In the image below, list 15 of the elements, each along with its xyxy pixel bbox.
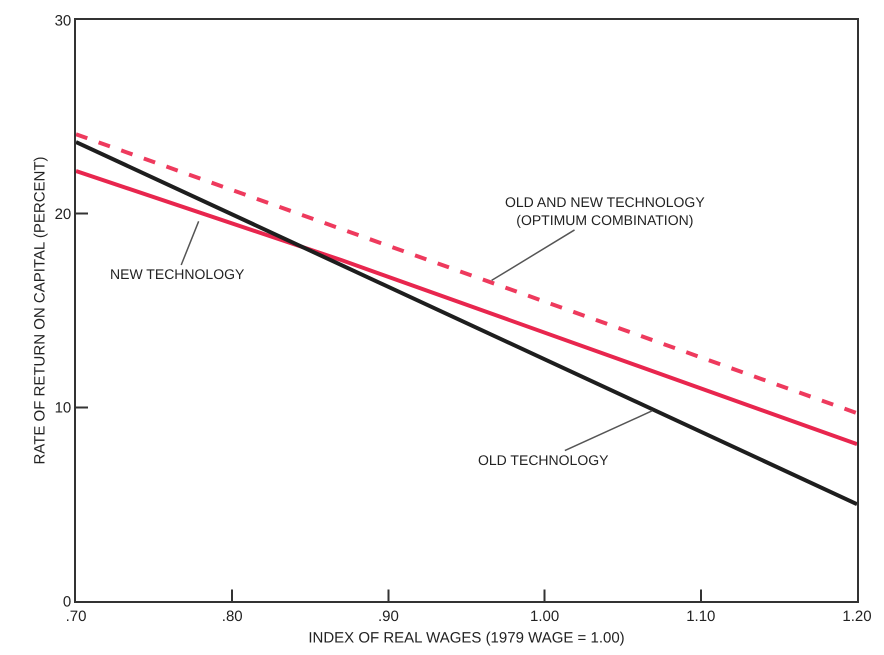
- y-tick-label: 20: [54, 206, 72, 223]
- annotation: NEW TECHNOLOGY: [110, 266, 245, 282]
- x-tick-label: .70: [66, 608, 86, 625]
- y-tick-label: 0: [62, 593, 72, 610]
- x-tick-label: .80: [222, 608, 243, 625]
- x-tick-label: 1.10: [686, 608, 716, 625]
- x-tick-label: 1.20: [842, 608, 872, 625]
- x-tick-label: 1.00: [530, 608, 560, 625]
- y-tick-label: 30: [54, 12, 72, 30]
- annotation: OLD AND NEW TECHNOLOGY (OPTIMUM COMBINATION): [505, 194, 706, 228]
- annotation: OLD TECHNOLOGY: [478, 452, 610, 468]
- y-axis-title: RATE OF RETURN ON CAPITAL (PERCENT): [31, 156, 48, 465]
- x-tick-label: .90: [378, 608, 399, 625]
- y-tick-label: 10: [54, 400, 72, 417]
- x-axis-title: INDEX OF REAL WAGES (1979 WAGE = 1.00): [308, 629, 625, 646]
